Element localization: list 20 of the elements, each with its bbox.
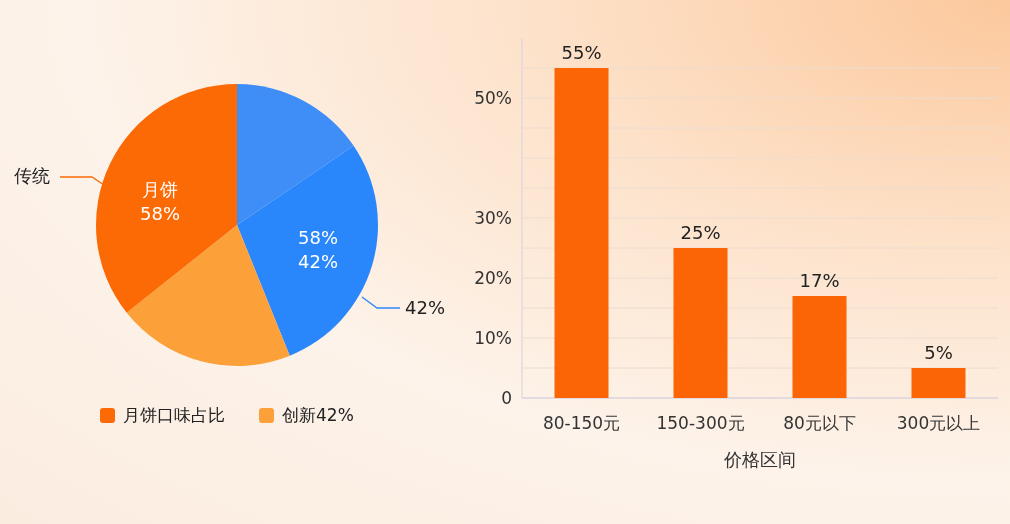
legend-label: 创新42% (282, 405, 354, 425)
y-tick-label: 50% (474, 88, 512, 108)
y-tick-label: 30% (474, 208, 512, 228)
y-tick-label: 10% (474, 328, 512, 348)
legend-label: 月饼口味占比 (123, 405, 225, 425)
text: 58% 42% (297, 227, 339, 272)
text: 42% (405, 297, 446, 318)
x-tick-label: 80元以下 (783, 413, 856, 433)
y-tick-label: 0 (501, 388, 512, 408)
x-tick-label: 150-300元 (656, 413, 745, 433)
y-tick-label: 20% (474, 268, 512, 288)
data-label: 55% (561, 42, 602, 63)
x-tick-label: 80-150元 (542, 413, 621, 433)
x-axis-title: 价格区间 (723, 449, 796, 470)
data-label: 5% (924, 342, 953, 363)
data-label: 25% (680, 222, 721, 243)
text: 传统 (14, 165, 50, 186)
text: 月饼 58% (139, 179, 181, 224)
x-tick-label: 300元以上 (896, 413, 981, 433)
data-label: 17% (799, 270, 840, 291)
